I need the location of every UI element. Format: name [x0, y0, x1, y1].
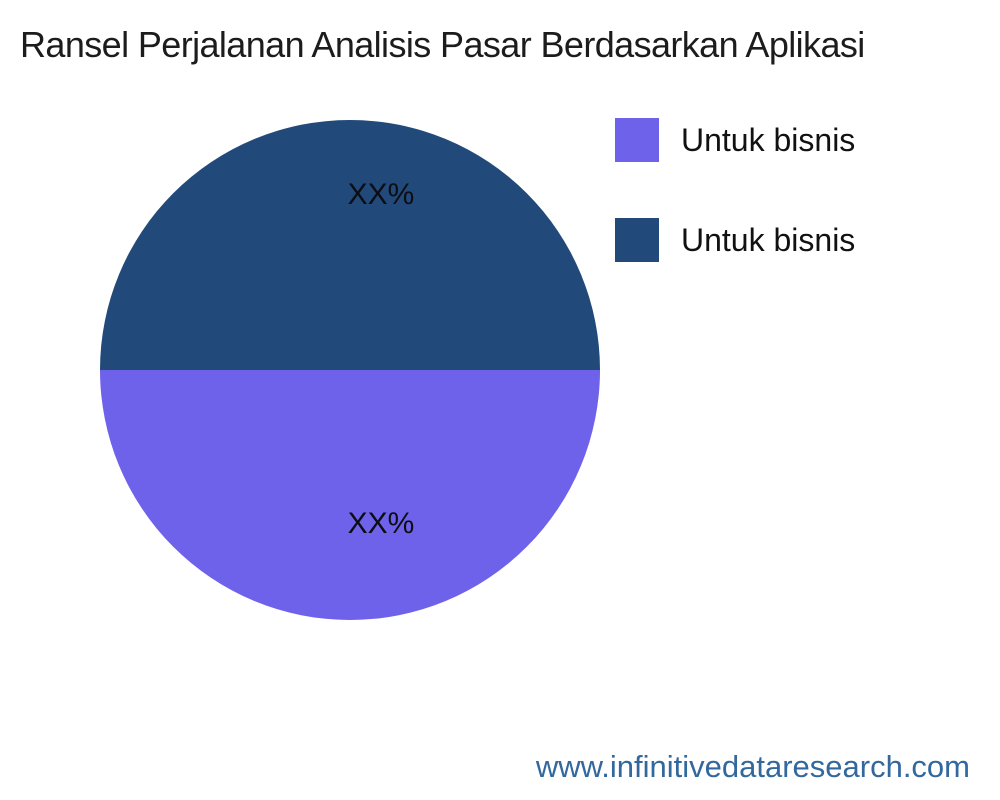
- pie-chart: [100, 120, 600, 620]
- legend-label-darkblue: Untuk bisnis: [681, 221, 856, 258]
- legend: Untuk bisnis Untuk bisnis: [615, 118, 855, 262]
- legend-label-purple: Untuk bisnis: [681, 121, 856, 158]
- legend-item-darkblue: Untuk bisnis: [615, 218, 855, 262]
- legend-swatch-darkblue: [615, 218, 659, 262]
- pie-slice-label-top: XX%: [347, 178, 415, 211]
- pie-slice-top: [100, 120, 600, 370]
- legend-item-purple: Untuk bisnis: [615, 118, 855, 162]
- pie-slice-bottom: [100, 370, 600, 620]
- chart-title: Ransel Perjalanan Analisis Pasar Berdasa…: [20, 24, 865, 65]
- legend-swatch-purple: [615, 118, 659, 162]
- pie-slice-label-bottom: XX%: [347, 507, 415, 540]
- footer-url: www.infinitivedataresearch.com: [535, 749, 970, 784]
